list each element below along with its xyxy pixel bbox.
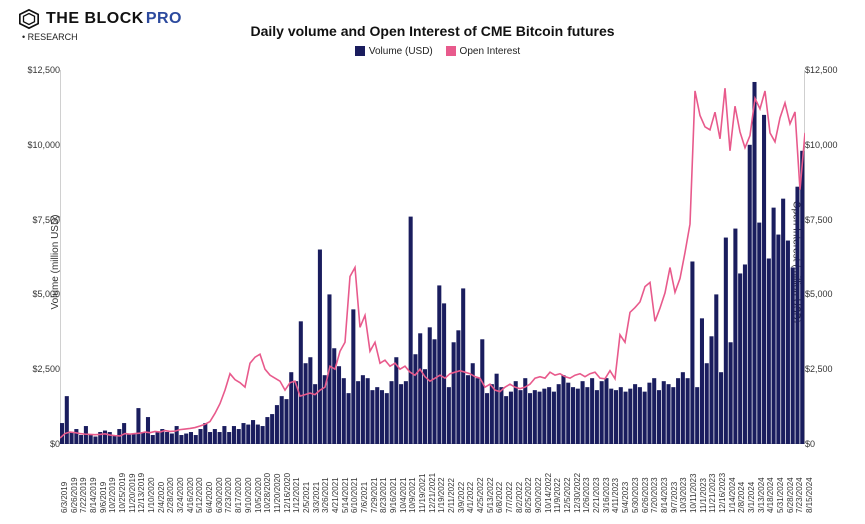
x-tick: 1/19/2022 (437, 477, 446, 513)
x-tick: 11/20/2020 (273, 474, 282, 513)
x-tick: 12/5/2022 (563, 477, 572, 513)
x-tick: 2/11/2022 (447, 478, 456, 513)
y-tick-left: $12,500 (26, 65, 60, 75)
chart-svg (60, 70, 805, 444)
x-tick: 5/31/2024 (776, 477, 785, 513)
x-tick: 2/4/2020 (157, 482, 166, 513)
x-tick: 7/20/2023 (650, 477, 659, 513)
x-tick: 10/5/2020 (254, 477, 263, 513)
y-tick-right: $10,000 (805, 140, 839, 150)
x-tick: 6/28/2024 (786, 477, 795, 513)
x-tick: 10/4/2021 (399, 477, 408, 513)
chart-legend: Volume (USD) Open Interest (0, 46, 865, 57)
x-tick: 1/26/2023 (582, 477, 591, 513)
legend-swatch-oi (446, 46, 456, 56)
x-tick: 8/23/2021 (379, 477, 388, 513)
x-tick: 4/1/2022 (466, 482, 475, 513)
x-tick: 3/16/2023 (602, 477, 611, 513)
x-tick: 11/21/2023 (708, 474, 717, 513)
x-tick: 11/19/2021 (418, 474, 427, 513)
x-tick: 4/21/2021 (331, 477, 340, 513)
y-tick-right: $7,500 (805, 215, 839, 225)
legend-swatch-volume (355, 46, 365, 56)
chart-area (60, 70, 805, 444)
x-tick: 6/30/2020 (215, 477, 224, 513)
x-tick: 1/10/2020 (147, 477, 156, 513)
x-tick: 8/15/2024 (805, 477, 814, 513)
x-tick: 6/4/2020 (205, 482, 214, 513)
x-tick: 6/3/2019 (60, 482, 69, 513)
x-tick: 9/6/2019 (99, 482, 108, 513)
x-tick: 8/14/2019 (89, 477, 98, 513)
legend-label-volume: Volume (USD) (369, 46, 433, 57)
chart-title: Daily volume and Open Interest of CME Bi… (0, 23, 865, 39)
x-tick: 12/16/2023 (718, 473, 727, 513)
y-tick-left: $2,500 (26, 364, 60, 374)
x-tick: 10/25/2019 (118, 473, 127, 513)
x-tick: 11/20/2019 (128, 474, 137, 513)
x-tick: 6/26/2023 (641, 477, 650, 513)
x-tick: 5/14/2021 (341, 477, 350, 513)
y-tick-right: $2,500 (805, 364, 839, 374)
y-tick-left: $10,000 (26, 140, 60, 150)
legend-label-oi: Open Interest (460, 46, 521, 57)
x-tick: 6/26/2019 (70, 477, 79, 513)
y-tick-right: $0 (805, 439, 839, 449)
x-tick: 7/7/2022 (505, 482, 514, 513)
x-tick: 3/9/2022 (457, 482, 466, 513)
x-tick: 9/10/2020 (244, 477, 253, 513)
x-tick: 7/6/2021 (360, 482, 369, 513)
x-tick: 5/4/2023 (621, 482, 630, 513)
x-tick: 9/20/2022 (534, 477, 543, 513)
x-tick: 7/22/2019 (79, 477, 88, 513)
x-tick: 8/17/2020 (234, 477, 243, 513)
x-tick: 7/23/2024 (795, 477, 804, 513)
x-tick: 11/1/2023 (699, 478, 708, 513)
x-tick: 12/13/2019 (137, 473, 146, 513)
x-tick: 7/23/2020 (224, 477, 233, 513)
x-tick: 10/14/2022 (544, 473, 553, 513)
x-tick: 5/13/2022 (486, 477, 495, 513)
x-tick: 4/11/2023 (611, 478, 620, 513)
y-tick-left: $0 (26, 439, 60, 449)
y-tick-right: $5,000 (805, 289, 839, 299)
x-tick: 8/2/2022 (515, 482, 524, 513)
x-tick: 11/9/2022 (553, 478, 562, 513)
x-tick: 6/10/2021 (350, 477, 359, 513)
x-tick: 2/21/2023 (592, 477, 601, 513)
x-tick: 12/30/2022 (573, 473, 582, 513)
x-tick: 2/8/2024 (737, 482, 746, 513)
x-tick: 9/7/2023 (670, 482, 679, 513)
x-tick: 10/2/2019 (108, 477, 117, 513)
x-tick: 3/13/2024 (757, 477, 766, 513)
x-axis: 6/3/20196/26/20197/22/20198/14/20199/6/2… (60, 446, 805, 518)
x-tick: 10/3/2023 (679, 477, 688, 513)
x-tick: 10/28/2020 (263, 473, 272, 513)
y-tick-right: $12,500 (805, 65, 839, 75)
x-tick: 1/12/2021 (292, 477, 301, 513)
y-tick-left: $7,500 (26, 215, 60, 225)
x-tick: 4/25/2022 (476, 477, 485, 513)
x-tick: 10/11/2023 (689, 474, 698, 513)
x-tick: 12/21/2021 (428, 473, 437, 513)
x-tick: 9/16/2021 (389, 477, 398, 513)
x-tick: 3/24/2020 (176, 477, 185, 513)
x-tick: 5/12/2020 (195, 477, 204, 513)
x-tick: 2/28/2020 (166, 477, 175, 513)
x-tick: 3/3/2021 (312, 482, 321, 513)
x-tick: 4/18/2024 (766, 477, 775, 513)
x-tick: 1/14/2024 (728, 477, 737, 513)
x-tick: 3/26/2021 (321, 477, 330, 513)
x-tick: 12/16/2020 (283, 473, 292, 513)
x-tick: 7/29/2021 (370, 477, 379, 513)
x-tick: 5/30/2023 (631, 477, 640, 513)
x-tick: 6/8/2022 (495, 482, 504, 513)
x-tick: 2/5/2021 (302, 482, 311, 513)
x-tick: 8/14/2023 (660, 477, 669, 513)
x-tick: 8/25/2022 (524, 477, 533, 513)
y-tick-left: $5,000 (26, 289, 60, 299)
x-tick: 3/1/2024 (747, 482, 756, 513)
x-tick: 4/16/2020 (186, 477, 195, 513)
x-tick: 10/9/2021 (408, 477, 417, 513)
